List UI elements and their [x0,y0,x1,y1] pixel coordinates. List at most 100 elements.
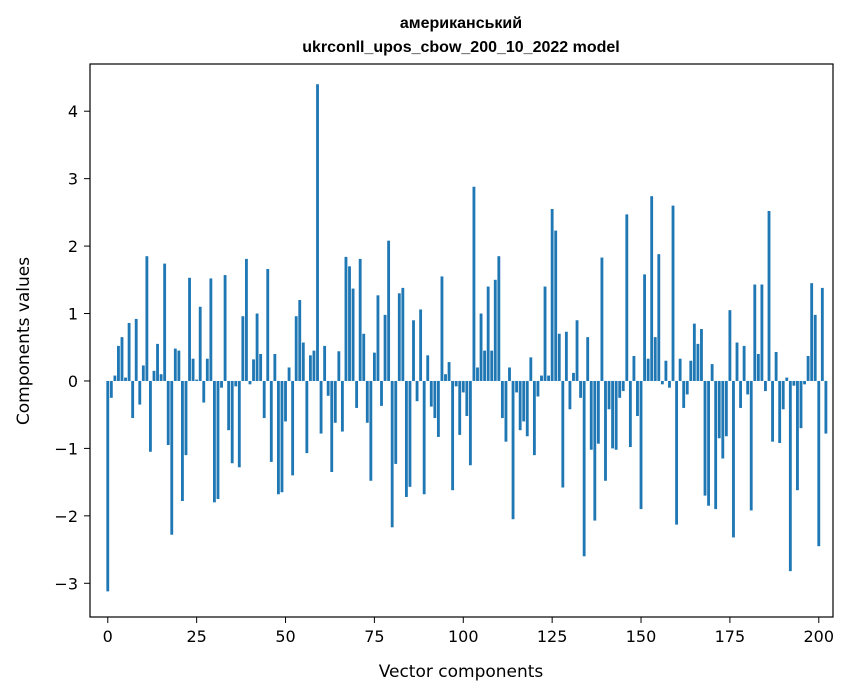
bar-79 [387,240,391,381]
bar-201 [820,287,824,381]
bar-148 [632,356,636,381]
y-tick-label: −1 [54,439,78,458]
bar-198 [810,283,814,381]
y-tick-label: 4 [68,102,78,121]
bar-163 [685,380,689,395]
bar-188 [774,351,778,381]
bar-109 [493,279,497,381]
bar-51 [287,367,291,381]
bar-167 [700,329,703,381]
bar-139 [600,257,604,381]
bar-78 [383,314,387,381]
bar-71 [358,258,362,381]
bar-103 [472,186,476,381]
bar-108 [490,350,494,381]
bar-110 [497,256,501,381]
bar-199 [813,314,817,381]
bar-107 [486,286,490,381]
bar-24 [191,358,195,381]
bar-146 [625,214,629,381]
bar-77 [380,380,383,406]
bar-162 [682,380,686,408]
bar-90 [426,355,430,381]
y-axis-ticks: −3 −2 −1 0 1 2 3 4 [54,102,90,593]
bar-63 [330,380,334,472]
bar-127 [557,333,561,381]
bar-175 [728,310,732,381]
bar-134 [582,380,586,557]
bar-48 [276,380,280,495]
bar-8 [134,318,138,381]
bar-47 [273,353,277,381]
bar-81 [394,380,398,464]
y-tick-label: 2 [68,237,78,256]
bar-9 [138,380,142,405]
bar-43 [259,353,263,381]
bar-44 [262,380,266,419]
bar-138 [596,380,600,444]
bar-171 [714,380,718,510]
bar-125 [550,208,554,381]
bar-41 [252,359,255,381]
x-tick-label: 0 [103,627,113,646]
bar-179 [742,345,746,381]
bar-117 [522,380,526,422]
bar-119 [529,357,533,381]
bar-53 [294,316,298,381]
bar-136 [589,380,593,450]
bar-35 [230,380,234,464]
bar-37 [237,380,241,468]
bar-25 [195,379,199,381]
bar-140 [604,380,607,481]
bar-193 [792,380,796,386]
bar-111 [500,380,504,419]
bar-62 [326,380,330,396]
chart-title-line1: американський [400,15,522,32]
bar-11 [145,256,149,381]
bar-159 [671,205,675,381]
bar-202 [824,380,828,434]
bar-181 [749,380,753,511]
bar-59 [316,84,319,381]
bar-27 [202,380,206,403]
bar-39 [245,258,248,381]
bar-130 [568,380,572,410]
bar-73 [365,380,369,423]
bar-144 [618,380,622,398]
bar-80 [390,380,394,528]
bar-69 [351,288,355,381]
x-tick-label: 150 [626,627,657,646]
bar-65 [337,351,341,381]
bar-84 [404,380,408,497]
bar-93 [436,380,440,437]
bar-187 [771,380,774,442]
x-tick-label: 75 [364,627,384,646]
bar-143 [614,380,618,450]
bar-29 [209,278,213,381]
bar-18 [170,380,174,535]
bar-7 [131,380,135,419]
bar-177 [735,342,739,381]
plot-frame [89,63,834,618]
bar-186 [767,211,771,381]
bar-23 [188,277,191,381]
bar-137 [593,380,597,521]
bar-123 [543,286,547,381]
bar-31 [216,380,220,499]
bar-64 [333,380,337,423]
bar-66 [340,380,344,432]
bar-135 [586,337,590,381]
bar-101 [465,380,469,417]
bar-196 [803,380,806,385]
bar-38 [241,316,245,381]
bar-87 [415,380,419,402]
bar-126 [554,230,558,381]
bar-153 [650,196,654,381]
y-tick-label: 0 [68,372,78,391]
bar-173 [721,380,725,459]
bar-182 [753,284,757,381]
bar-40 [248,380,252,385]
bar-141 [607,380,611,410]
bar-160 [675,380,678,525]
